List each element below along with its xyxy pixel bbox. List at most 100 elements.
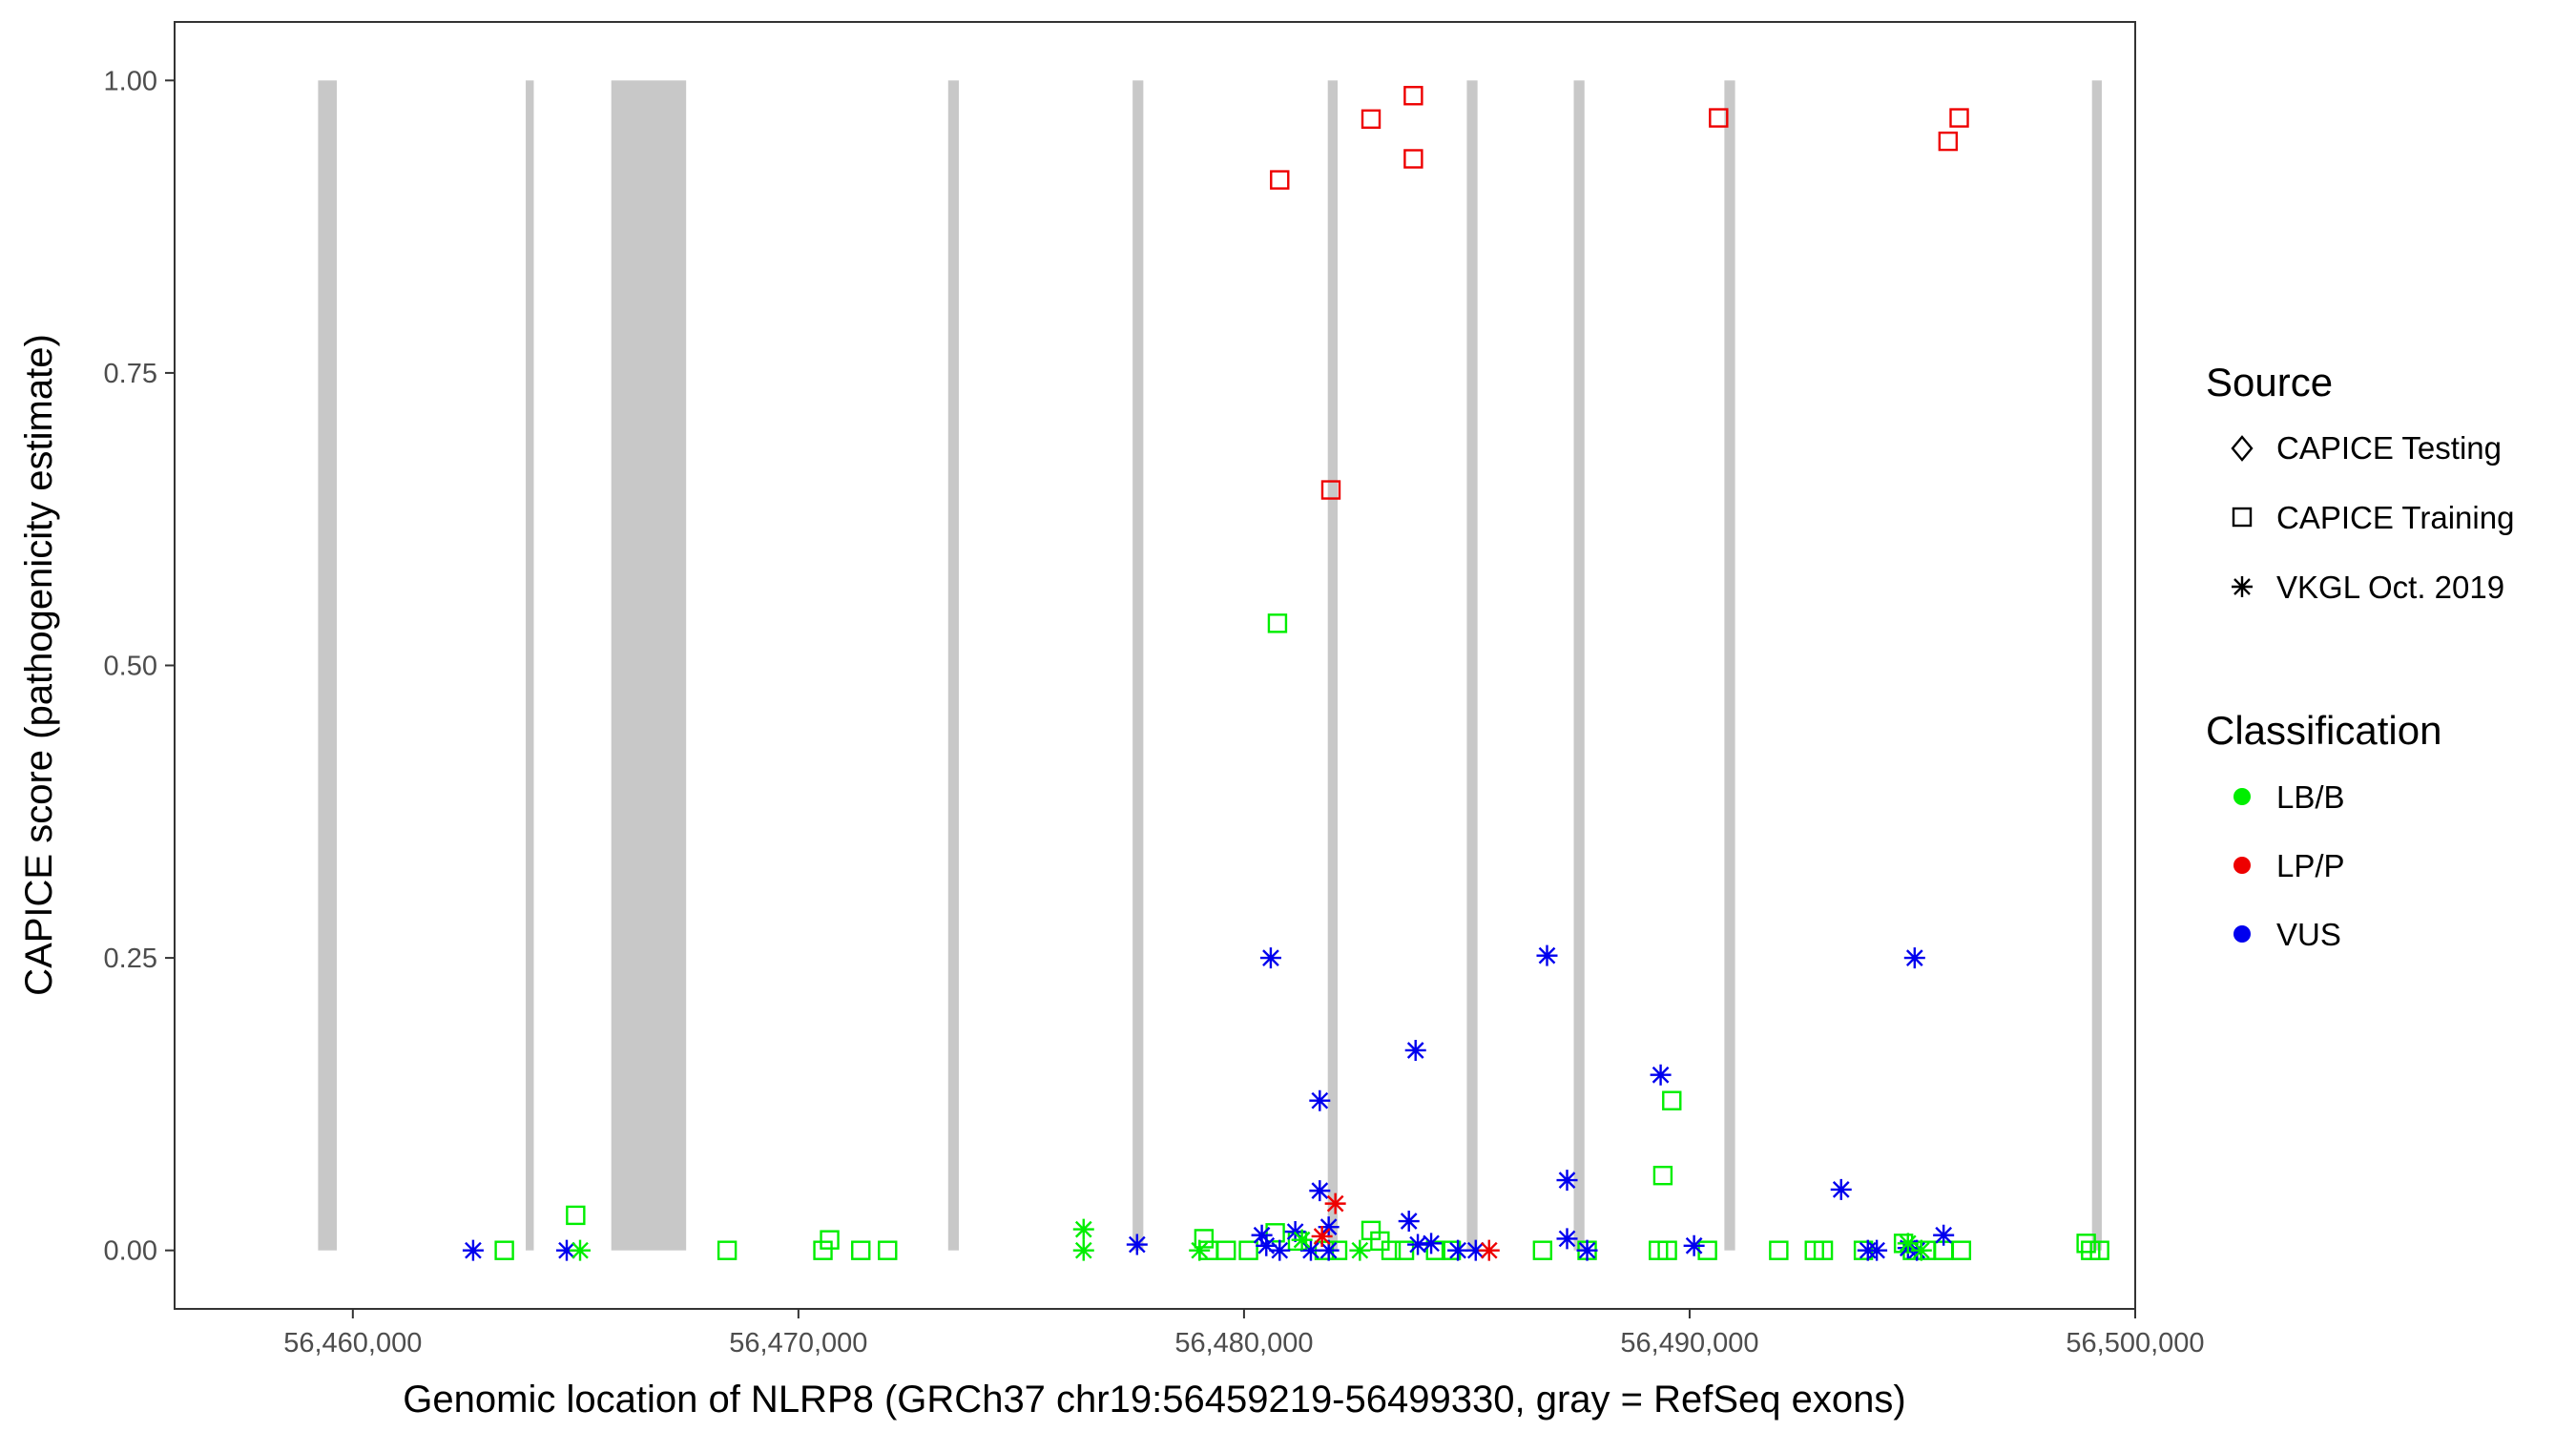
exon-band [318, 80, 338, 1251]
data-point-square [2076, 1234, 2096, 1254]
data-point-square [1265, 1223, 1285, 1243]
data-point-square [820, 1230, 840, 1250]
exon-band [1573, 80, 1585, 1251]
data-point-square [1652, 1165, 1673, 1186]
legend-key-diamond [2231, 435, 2254, 462]
data-point-asterisk [1309, 1180, 1331, 1202]
legend-label-capice-training: CAPICE Training [2276, 500, 2514, 535]
data-point-square [494, 1240, 514, 1260]
exon-band [1724, 80, 1735, 1251]
y-tick-label: 1.00 [104, 66, 157, 96]
data-point-square [1361, 109, 1381, 129]
legend-key-lbb [2233, 788, 2251, 805]
y-tick-label: 0.25 [104, 944, 157, 974]
legend-label-lpp: LP/P [2276, 848, 2345, 883]
data-point-square [2089, 1240, 2109, 1260]
data-point-asterisk [1269, 1239, 1291, 1261]
exon-layer [318, 80, 2102, 1251]
data-point-square [1697, 1240, 1717, 1260]
data-point-asterisk [1318, 1239, 1340, 1261]
data-point-asterisk [1556, 1228, 1578, 1250]
data-point-square [1938, 131, 1959, 152]
exon-band [2091, 80, 2102, 1251]
data-point-square [1381, 1240, 1402, 1260]
data-point-square [717, 1240, 737, 1260]
legend-key-vus [2233, 925, 2251, 943]
data-point-asterisk [1299, 1239, 1321, 1261]
data-point-asterisk [1447, 1239, 1469, 1261]
data-point-asterisk [1465, 1239, 1486, 1261]
legend-title-classification: Classification [2206, 708, 2441, 753]
x-tick-label: 56,490,000 [1620, 1328, 1758, 1358]
data-point-asterisk [570, 1239, 592, 1261]
data-point-square [566, 1205, 586, 1226]
data-point-asterisk [556, 1239, 577, 1261]
data-point-asterisk [1251, 1224, 1273, 1246]
data-point-asterisk [1404, 1039, 1426, 1061]
data-point-asterisk [1556, 1170, 1578, 1192]
data-point-asterisk [1311, 1225, 1333, 1247]
legend: Source CAPICE Testing CAPICE Training VK… [2206, 360, 2514, 952]
exon-band [947, 80, 959, 1251]
y-tick-label: 0.00 [104, 1236, 157, 1267]
axis-layer: 56,460,000 56,470,000 56,480,000 56,490,000… [104, 66, 2205, 1358]
data-point-square [878, 1240, 898, 1260]
data-point-asterisk [1933, 1224, 1955, 1246]
plot-panel-border [174, 21, 2136, 1310]
data-point-square [851, 1240, 871, 1260]
data-point-square [1813, 1240, 1834, 1260]
legend-label-capice-testing: CAPICE Testing [2276, 430, 2502, 466]
data-point-asterisk [1407, 1234, 1429, 1255]
data-point-square [1657, 1240, 1677, 1260]
legend-label-vkgl: VKGL Oct. 2019 [2276, 570, 2504, 605]
data-point-square [1320, 480, 1341, 500]
data-point-asterisk [1324, 1192, 1346, 1214]
x-tick-label: 56,480,000 [1174, 1328, 1313, 1358]
exon-band [611, 80, 687, 1251]
data-point-square [1267, 613, 1288, 633]
data-point-asterisk [1650, 1064, 1672, 1086]
x-tick-label: 56,500,000 [2066, 1328, 2204, 1358]
data-point-asterisk [1189, 1239, 1211, 1261]
data-point-asterisk [1398, 1211, 1420, 1233]
data-point-asterisk [1318, 1216, 1340, 1238]
legend-label-vus: VUS [2276, 917, 2341, 952]
data-point-square [813, 1240, 833, 1260]
data-point-asterisk [1478, 1239, 1500, 1261]
y-tick-label: 0.75 [104, 359, 157, 389]
data-point-square [1662, 1090, 1682, 1110]
data-point-asterisk [1830, 1178, 1852, 1200]
y-tick-label: 0.50 [104, 652, 157, 682]
exon-band [1327, 80, 1338, 1251]
y-axis-title: CAPICE score (pathogenicity estimate) [18, 334, 60, 996]
data-point-asterisk [1903, 947, 1925, 969]
data-point-square [1532, 1240, 1553, 1260]
data-point-asterisk [1309, 1089, 1331, 1111]
exon-band [526, 80, 534, 1251]
legend-key-square [2232, 507, 2253, 528]
x-tick-label: 56,470,000 [729, 1328, 867, 1358]
data-point-asterisk [1256, 1234, 1278, 1256]
exon-band [1466, 80, 1478, 1251]
point-layer [462, 86, 2109, 1261]
x-axis-title: Genomic location of NLRP8 (GRCh37 chr19:… [403, 1379, 1905, 1421]
data-point-square [1951, 1240, 1972, 1260]
data-point-square [1270, 170, 1290, 190]
data-point-asterisk [1421, 1233, 1443, 1255]
data-point-asterisk [1291, 1229, 1313, 1251]
data-point-asterisk [1126, 1234, 1148, 1255]
data-point-asterisk [1259, 947, 1281, 969]
data-point-square [1425, 1240, 1445, 1260]
data-point-square [1216, 1240, 1236, 1260]
data-point-asterisk [462, 1239, 484, 1261]
data-point-asterisk [1576, 1239, 1598, 1261]
data-point-asterisk [1897, 1233, 1919, 1255]
data-point-asterisk [1683, 1234, 1705, 1256]
legend-label-lbb: LB/B [2276, 779, 2345, 815]
legend-key-asterisk [2232, 576, 2253, 597]
data-point-asterisk [1866, 1239, 1888, 1261]
exon-band [1132, 80, 1144, 1251]
data-point-square [1709, 108, 1729, 128]
data-point-asterisk [1536, 944, 1558, 966]
